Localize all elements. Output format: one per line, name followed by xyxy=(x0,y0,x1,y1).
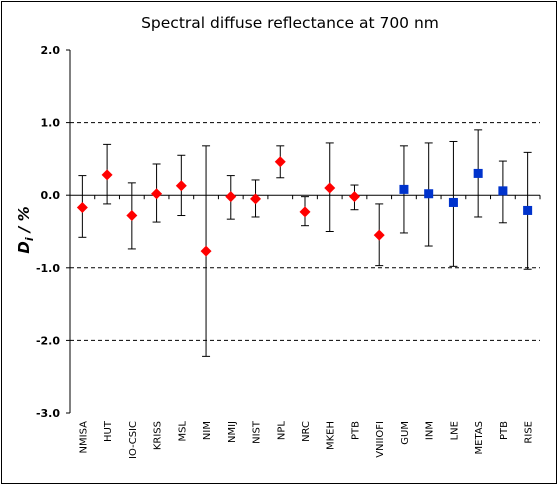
y-axis-label-rest: / % xyxy=(15,206,33,237)
x-tick-label: VNIIOFI xyxy=(375,421,386,458)
x-tick-label: PTB xyxy=(499,421,510,440)
x-tick-label: NRC xyxy=(301,421,312,442)
x-tick-label: GUM xyxy=(400,421,411,445)
data-point-diamond xyxy=(348,191,360,203)
y-axis-label-sub: i xyxy=(23,237,36,241)
data-point-diamond xyxy=(76,202,88,214)
x-tick-label: NIST xyxy=(252,420,263,444)
data-marks xyxy=(76,129,533,357)
axes xyxy=(69,50,540,413)
data-point-diamond xyxy=(200,245,212,257)
x-tick-label: INM xyxy=(425,421,436,440)
y-tick-label: -3.0 xyxy=(36,407,60,420)
x-tick-label: LNE xyxy=(449,421,460,440)
chart-title: Spectral diffuse reflectance at 700 nm xyxy=(141,14,439,32)
y-axis-label-main: D xyxy=(15,241,33,253)
data-point-square xyxy=(498,186,508,196)
x-tick-label: NMIJ xyxy=(227,421,238,443)
x-tick-label: NIM xyxy=(202,421,213,440)
data-point-diamond xyxy=(175,180,187,192)
data-point-diamond xyxy=(126,210,138,222)
data-point-square xyxy=(473,168,483,178)
x-tick-label: PTB xyxy=(350,421,361,440)
x-tick-label: MKEH xyxy=(326,421,337,450)
data-point-diamond xyxy=(250,193,262,205)
data-point-diamond xyxy=(225,191,237,203)
data-point-square xyxy=(448,197,458,207)
y-tick-label: 2.0 xyxy=(41,44,61,57)
data-point-diamond xyxy=(274,156,286,168)
y-tick-label: 1.0 xyxy=(41,117,61,130)
data-point-square xyxy=(523,205,533,215)
data-point-square xyxy=(399,184,409,194)
y-tick-label: -2.0 xyxy=(36,334,60,347)
x-tick-label: NPL xyxy=(276,421,287,441)
x-tick-label: METAS xyxy=(474,421,485,454)
x-tick-label: MSL xyxy=(177,421,188,442)
data-point-diamond xyxy=(373,229,385,241)
y-tick-label: 0.0 xyxy=(41,189,61,202)
x-tick-label: HUT xyxy=(103,420,114,442)
x-tick-label: IO-CSIC xyxy=(128,421,139,459)
data-point-diamond xyxy=(151,188,163,200)
data-point-diamond xyxy=(299,206,311,218)
data-point-diamond xyxy=(324,182,336,194)
x-tick-label: RISE xyxy=(524,421,535,444)
data-point-square xyxy=(424,189,434,199)
y-axis-label: Di / % xyxy=(15,206,36,253)
data-point-diamond xyxy=(101,169,113,181)
y-tick-label: -1.0 xyxy=(36,262,60,275)
x-tick-label: NMISA xyxy=(78,421,89,454)
x-axis-ticks: NMISA HUT IO-CSIC KRISS MSL NIM NMIJ NIST NPL NRC… xyxy=(69,195,541,459)
x-tick-label: KRISS xyxy=(153,421,164,450)
gridlines xyxy=(70,122,540,341)
y-axis-ticks: 2.0 1.0 0.0 -1.0 -2.0 -3.0 xyxy=(36,44,70,420)
